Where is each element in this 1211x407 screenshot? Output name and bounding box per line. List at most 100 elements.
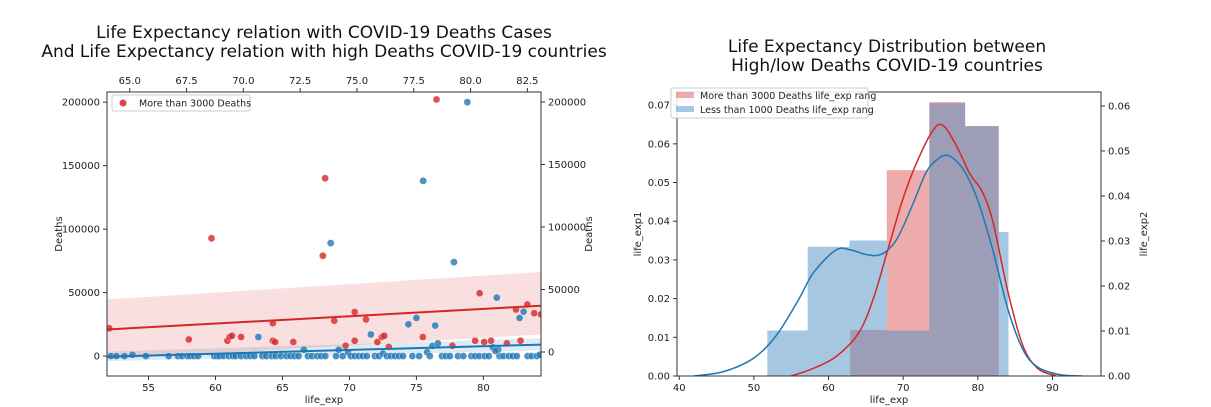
scatter-point-all	[404, 320, 413, 329]
top-x-tick-label: 65.0	[119, 76, 141, 87]
hist-x-tick-label: 50	[748, 383, 761, 394]
scatter-point-all	[415, 352, 423, 360]
scatter-point-all	[399, 352, 407, 360]
scatter-point-all	[254, 333, 263, 341]
scatter-point-high-deaths	[516, 336, 525, 345]
scatter-point-all	[450, 258, 458, 266]
legend-swatch-high-deaths	[676, 92, 694, 98]
hist-y-tick-label: 0.06	[648, 139, 670, 150]
scatter-point-high-deaths	[319, 251, 327, 260]
scatter-point-high-deaths	[419, 333, 427, 341]
legend-label-low-deaths: Less than 1000 Deaths life_exp rang	[700, 105, 874, 116]
right-y-tick-label: 0	[548, 348, 554, 359]
hist-right-y-tick-label: 0.03	[1108, 236, 1130, 247]
legend-label-high-deaths: More than 3000 Deaths life_exp rang	[700, 91, 876, 102]
hist-x-tick-label: 70	[897, 383, 910, 394]
scatter-point-high-deaths	[448, 341, 457, 350]
scatter-point-high-deaths	[350, 336, 359, 345]
scatter-point-all	[515, 314, 524, 322]
scatter-point-all	[434, 339, 442, 348]
right-right-y-axis-label: life_exp2	[1139, 212, 1150, 257]
left-scatter-plot: 55 60 65 70 75 80 65.0 67.5 70.0 72.5 75.0 77.5 80.0…	[62, 76, 586, 394]
scatter-point-high-deaths	[475, 289, 484, 298]
hist-bar-low-deaths	[998, 231, 1009, 376]
hist-bar-low-deaths	[929, 103, 966, 376]
right-y-tick-label: 100000	[548, 223, 586, 234]
hist-right-y-tick-label: 0.04	[1108, 191, 1130, 202]
right-legend: More than 3000 Deaths life_exp rang Less …	[670, 87, 876, 119]
hist-right-y-tick-label: 0.06	[1108, 101, 1130, 112]
hist-y-tick-label: 0.02	[648, 294, 670, 305]
scatter-point-high-deaths	[373, 338, 382, 346]
hist-x-tick-label: 80	[971, 383, 984, 394]
scatter-point-high-deaths	[207, 234, 216, 243]
scatter-point-all	[519, 307, 528, 316]
kde-line-low-deaths	[694, 154, 1083, 376]
scatter-point-all	[426, 352, 434, 360]
scatter-point-all	[408, 352, 417, 360]
scatter-point-high-deaths	[471, 336, 479, 345]
legend-label-high-deaths: More than 3000 Deaths	[139, 99, 251, 110]
scatter-point-all	[332, 352, 340, 360]
legend-swatch-low-deaths	[676, 106, 694, 112]
scatter-point-high-deaths	[185, 335, 193, 344]
scatter-point-all	[294, 352, 303, 360]
scatter-point-high-deaths	[380, 331, 389, 340]
scatter-point-all	[446, 352, 454, 360]
scatter-point-all	[321, 352, 330, 360]
scatter-point-all	[484, 352, 493, 360]
scatter-point-all	[491, 347, 500, 355]
left-plot-area	[107, 95, 541, 362]
x-tick-label: 75	[410, 383, 423, 394]
scatter-point-all	[326, 239, 335, 247]
right-chart-title-line1: Life Expectancy Distribution between	[728, 37, 1046, 57]
scatter-point-high-deaths	[228, 331, 236, 340]
left-plot-frame	[106, 91, 542, 377]
hist-y-tick-label: 0.04	[648, 217, 670, 228]
scatter-point-all	[513, 352, 521, 360]
kde-line-high-deaths	[790, 123, 1057, 376]
regression-line-high-deaths	[107, 304, 541, 331]
hist-x-tick-label: 40	[673, 383, 686, 394]
right-y-tick-label: 150000	[548, 160, 586, 171]
hist-bar-low-deaths	[807, 246, 850, 376]
right-x-axis-label: life_exp	[870, 395, 908, 406]
right-y-axis-label: life_exp1	[633, 212, 644, 257]
legend-box	[111, 94, 251, 112]
scatter-point-all	[463, 98, 472, 106]
scatter-point-all	[412, 314, 421, 322]
x-tick-label: 65	[276, 383, 289, 394]
scatter-point-high-deaths	[271, 338, 279, 346]
scatter-point-all	[431, 321, 439, 330]
left-chart-title-line2: And Life Expectancy relation with high D…	[41, 42, 606, 62]
scatter-point-high-deaths	[321, 174, 329, 183]
hist-right-y-tick-label: 0.00	[1108, 372, 1130, 383]
top-x-tick-label: 82.5	[516, 76, 538, 87]
scatter-point-all	[367, 330, 375, 339]
top-x-tick-label: 72.5	[289, 76, 311, 87]
hist-bar-low-deaths	[849, 240, 887, 376]
scatter-point-all	[419, 177, 427, 185]
scatter-point-all	[535, 350, 541, 359]
hist-y-tick-label: 0.01	[648, 333, 670, 344]
scatter-point-high-deaths	[289, 338, 298, 346]
scatter-point-high-deaths	[537, 310, 541, 319]
right-y-tick-label: 50000	[548, 285, 580, 296]
hist-bar-low-deaths	[767, 330, 808, 376]
left-right-y-axis-label: Deaths	[584, 216, 595, 251]
right-plot-area	[694, 102, 1083, 376]
scatter-point-all	[164, 352, 173, 360]
scatter-point-high-deaths	[480, 338, 488, 346]
scatter-point-all	[338, 352, 347, 360]
scatter-point-all	[128, 350, 137, 359]
y-tick-label: 200000	[62, 98, 100, 109]
top-x-tick-label: 80.0	[459, 76, 481, 87]
scatter-point-all	[363, 352, 371, 360]
scatter-point-high-deaths	[530, 309, 538, 318]
regression-line-all	[107, 343, 541, 358]
left-y-axis-label: Deaths	[54, 216, 65, 251]
scatter-point-high-deaths	[330, 316, 339, 325]
scatter-point-high-deaths	[432, 95, 441, 104]
scatter-point-high-deaths	[341, 341, 350, 350]
hist-right-y-tick-label: 0.01	[1108, 326, 1130, 337]
